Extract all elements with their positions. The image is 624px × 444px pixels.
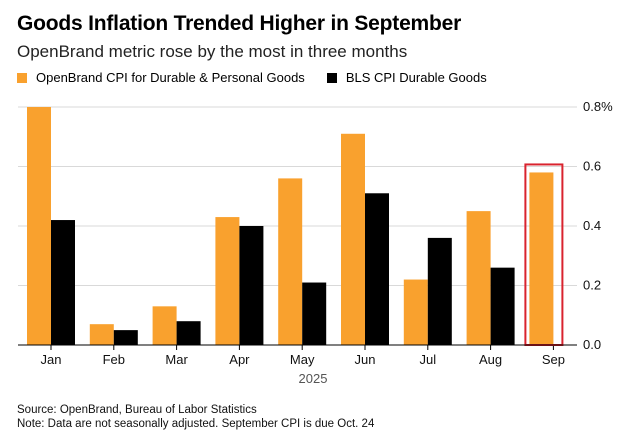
- chart-subtitle: OpenBrand metric rose by the most in thr…: [17, 42, 408, 61]
- legend-swatch-openbrand: [17, 72, 27, 83]
- bar-openbrand-sep: [529, 172, 554, 345]
- legend-label-bls: BLS CPI Durable Goods: [345, 70, 487, 85]
- x-tick-label: Apr: [229, 352, 250, 367]
- legend-label-openbrand: OpenBrand CPI for Durable & Personal Goo…: [36, 70, 305, 85]
- y-tick-label: 0.0: [583, 337, 601, 352]
- chart-footer: Source: OpenBrand, Bureau of Labor Stati…: [17, 403, 374, 431]
- x-tick-label: Jan: [41, 352, 62, 367]
- y-tick-label: 0.2: [583, 278, 601, 293]
- bar-bls-feb: [113, 330, 138, 345]
- bar-bls-aug: [490, 267, 515, 345]
- bar-bls-jun: [365, 193, 389, 345]
- bar-openbrand-jul: [403, 279, 428, 345]
- bar-bls-jul: [427, 237, 452, 345]
- bar-openbrand-aug: [466, 211, 491, 345]
- bar-openbrand-jun: [341, 133, 365, 345]
- chart-title: Goods Inflation Trended Higher in Septem…: [17, 12, 462, 35]
- x-tick-label: Aug: [479, 352, 502, 367]
- x-tick-label: Jul: [419, 352, 436, 367]
- bar-bls-apr: [239, 226, 264, 345]
- x-tick-label: Feb: [103, 352, 125, 367]
- legend-item-bls: BLS CPI Durable Goods: [326, 70, 487, 85]
- x-tick-label: Jun: [355, 352, 376, 367]
- bar-openbrand-mar: [152, 306, 177, 345]
- bar-bls-may: [302, 282, 327, 345]
- x-group-label: 2025: [299, 371, 328, 386]
- bar-bls-jan: [51, 220, 75, 345]
- y-tick-label: 0.6: [583, 159, 601, 174]
- bar-openbrand-feb: [89, 324, 114, 345]
- legend-swatch-bls: [326, 72, 337, 83]
- x-tick-label: Mar: [165, 352, 188, 367]
- x-tick-label: May: [290, 352, 315, 367]
- bar-bls-mar: [176, 321, 201, 345]
- bar-openbrand-apr: [215, 217, 240, 345]
- bar-openbrand-may: [278, 178, 303, 345]
- data-note: Note: Data are not seasonally adjusted. …: [17, 418, 375, 430]
- bar-openbrand-jan: [27, 107, 51, 345]
- x-tick-label: Sep: [542, 352, 565, 367]
- source-note: Source: OpenBrand, Bureau of Labor Stati…: [17, 404, 257, 416]
- legend-item-openbrand: OpenBrand CPI for Durable & Personal Goo…: [17, 70, 305, 85]
- legend: OpenBrand CPI for Durable & Personal Goo…: [17, 70, 509, 85]
- y-tick-label: 0.4: [583, 218, 601, 233]
- y-tick-label: 0.8%: [583, 99, 613, 114]
